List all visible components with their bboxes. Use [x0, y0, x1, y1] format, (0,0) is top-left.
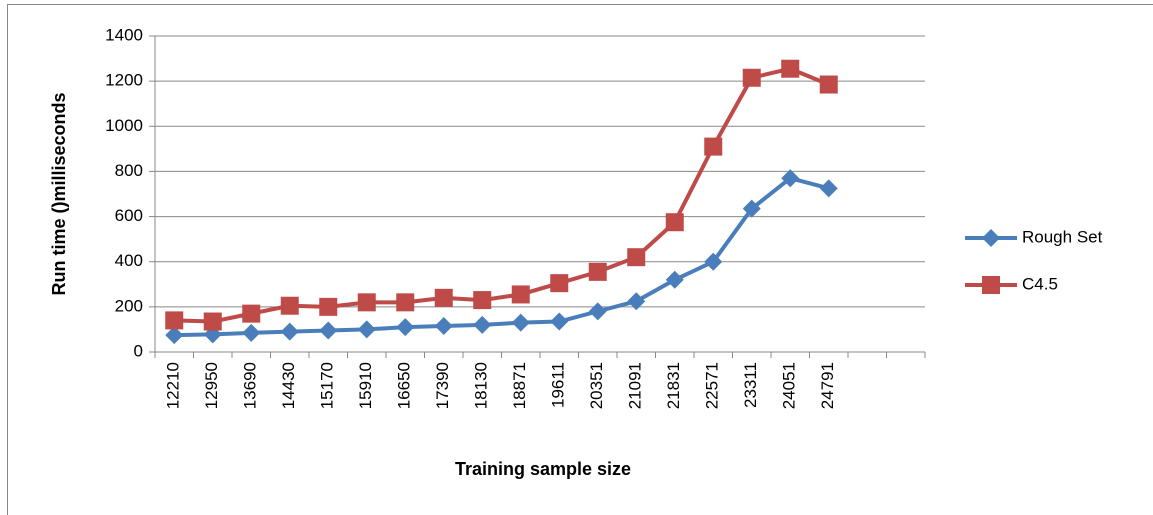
chart-frame [7, 4, 1153, 515]
data-point [588, 302, 607, 321]
data-point [511, 313, 530, 332]
x-tick-label: 17390 [433, 362, 452, 409]
data-point [627, 248, 646, 267]
x-tick-label: 19611 [549, 362, 568, 408]
x-tick-label: 13690 [241, 362, 260, 409]
x-tick-label: 21831 [664, 362, 683, 409]
x-tick-label: 15910 [356, 362, 375, 409]
data-point [473, 315, 492, 334]
data-point [819, 179, 838, 198]
data-point [165, 311, 184, 330]
y-tick-label: 1400 [105, 25, 143, 44]
data-point [280, 322, 299, 341]
x-axis-title: Training sample size [455, 459, 631, 479]
data-point [704, 252, 723, 271]
x-tick-label: 15170 [318, 362, 337, 409]
data-point [165, 326, 184, 345]
y-tick-label: 200 [115, 296, 143, 315]
data-point [473, 291, 492, 310]
data-point [665, 213, 684, 232]
y-tick-label: 600 [115, 206, 143, 225]
data-point [704, 137, 723, 156]
data-point [665, 270, 684, 289]
legend-marker [982, 276, 1000, 294]
data-point [280, 296, 299, 315]
data-point [588, 262, 607, 281]
x-tick-label: 20351 [587, 362, 606, 409]
x-tick-label: 24791 [818, 362, 837, 409]
data-point [357, 320, 376, 339]
data-point [434, 317, 453, 336]
data-point [511, 285, 530, 304]
data-point [242, 323, 261, 342]
data-point [781, 169, 800, 188]
x-tick-label: 23311 [741, 362, 760, 408]
data-point [203, 312, 222, 331]
legend-marker [982, 229, 1000, 247]
x-tick-label: 14430 [279, 362, 298, 409]
data-point [550, 312, 569, 331]
data-point [396, 318, 415, 337]
data-point [781, 59, 800, 78]
y-tick-label: 1000 [105, 116, 143, 135]
data-point [319, 321, 338, 340]
y-tick-label: 0 [134, 341, 143, 360]
x-tick-label: 12210 [164, 362, 183, 409]
data-point [550, 274, 569, 293]
data-point [819, 75, 838, 94]
x-tick-label: 16650 [395, 362, 414, 409]
data-point [627, 292, 646, 311]
y-tick-label: 800 [115, 161, 143, 180]
x-tick-label: 22571 [703, 362, 722, 409]
data-point [319, 297, 338, 316]
y-axis-title: Run time ()milliseconds [49, 92, 69, 295]
data-point [357, 293, 376, 312]
y-tick-label: 1200 [105, 71, 143, 90]
data-point [742, 68, 761, 87]
y-tick-label: 400 [115, 251, 143, 270]
legend-label: Rough Set [1022, 227, 1103, 246]
legend-label: C4.5 [1022, 274, 1058, 293]
data-point [396, 293, 415, 312]
x-tick-label: 18871 [510, 362, 529, 409]
data-point [742, 199, 761, 218]
x-tick-label: 12950 [202, 362, 221, 409]
data-point [434, 288, 453, 307]
data-point [242, 304, 261, 323]
x-tick-label: 21091 [626, 362, 645, 409]
x-tick-label: 24051 [780, 362, 799, 409]
x-tick-label: 18130 [472, 362, 491, 409]
